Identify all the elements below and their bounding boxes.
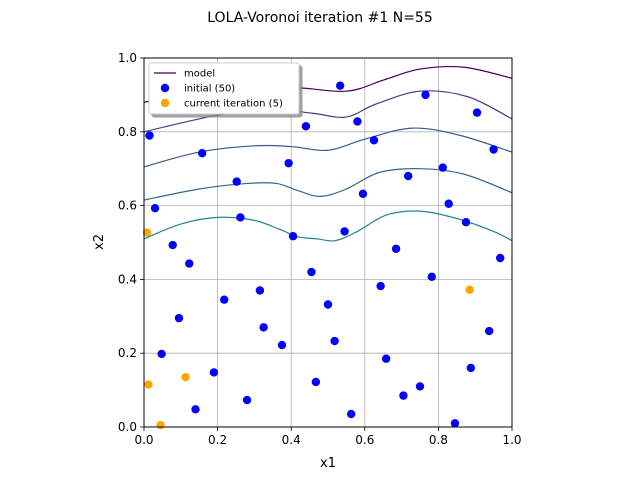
initial-sample-point <box>421 90 430 100</box>
legend-box <box>148 62 300 115</box>
initial-sample-point <box>311 377 321 387</box>
initial-sample-point <box>340 227 349 236</box>
initial-sample-point <box>358 189 368 198</box>
initial-sample-point <box>301 122 311 131</box>
initial-sample-point <box>255 286 265 295</box>
initial-sample-point <box>288 232 298 241</box>
initial-sample-point <box>307 267 316 277</box>
legend: model initial (50) current iteration (5) <box>148 62 300 115</box>
legend-initial-marker <box>160 83 170 93</box>
contour-line <box>144 127 512 168</box>
legend-initial-label: initial (50) <box>184 84 235 95</box>
initial-sample-point <box>376 281 385 291</box>
initial-sample-point <box>197 149 207 158</box>
plot-frame <box>143 57 513 428</box>
initial-sample-point <box>191 405 200 414</box>
initial-sample-point <box>438 163 448 172</box>
initial-sample-point <box>496 253 505 263</box>
initial-sample-point <box>404 171 413 181</box>
y-tick-label: 1.0 <box>118 51 137 65</box>
initial-sample-point <box>150 203 160 213</box>
y-tick-label: 0.8 <box>118 125 137 139</box>
initial-sample-point <box>232 177 241 186</box>
y-tick-label: 0.2 <box>118 346 137 360</box>
initial-sample-point <box>391 244 401 253</box>
initial-sample-point <box>323 300 333 309</box>
initial-sample-point <box>484 326 494 336</box>
initial-sample-point <box>220 295 229 304</box>
initial-sample-point <box>353 117 362 126</box>
x-tick-label: 0.0 <box>134 433 153 447</box>
initial-sample-point <box>209 368 219 377</box>
initial-sample-point <box>335 81 345 90</box>
contour-line <box>144 168 512 201</box>
axis-ticks: 0.0 0.2 0.4 0.6 0.8 1.0 0.0 0.2 0.4 0.6 0.8 1.0 <box>118 51 522 447</box>
x-axis-label: x1 <box>320 456 336 471</box>
initial-sample-point <box>369 136 379 145</box>
initial-sample-point <box>381 354 391 363</box>
initial-sample-point <box>242 395 252 405</box>
current-iteration-point <box>181 372 190 382</box>
initial-sample-point <box>415 382 425 391</box>
initial-sample-point <box>489 145 498 154</box>
initial-sample-point <box>185 259 194 268</box>
initial-sample-point <box>466 363 475 373</box>
initial-sample-point <box>277 340 287 350</box>
y-tick-label: 0.6 <box>118 199 137 213</box>
initial-sample-point <box>168 240 177 250</box>
scatter-points <box>142 81 505 430</box>
initial-sample-point <box>427 272 436 282</box>
legend-current-label: current iteration (5) <box>184 99 283 110</box>
legend-model-label: model <box>184 69 215 80</box>
chart-title: LOLA-Voronoi iteration #1 N=55 <box>207 10 433 26</box>
x-tick-label: 1.0 <box>502 433 521 447</box>
current-iteration-point <box>144 380 153 389</box>
x-tick-label: 0.6 <box>355 433 374 447</box>
initial-sample-point <box>145 131 154 140</box>
y-tick-label: 0.0 <box>118 420 137 434</box>
x-tick-label: 0.2 <box>208 433 227 447</box>
current-iteration-point <box>156 420 165 430</box>
initial-sample-point <box>157 349 166 359</box>
initial-sample-point <box>236 213 245 222</box>
initial-sample-point <box>259 323 268 332</box>
initial-sample-point <box>399 391 408 400</box>
initial-sample-point <box>174 313 184 323</box>
initial-sample-point <box>346 409 356 419</box>
x-tick-label: 0.4 <box>282 433 301 447</box>
initial-sample-point <box>461 218 471 227</box>
x-tick-label: 0.8 <box>429 433 448 447</box>
contour-line <box>144 210 512 242</box>
current-iteration-point <box>142 228 152 237</box>
initial-sample-point <box>330 336 339 346</box>
initial-sample-point <box>450 419 460 428</box>
initial-sample-point <box>472 108 482 117</box>
initial-sample-point <box>444 199 453 208</box>
y-axis-label: x2 <box>92 234 107 250</box>
y-tick-label: 0.4 <box>118 272 137 286</box>
legend-current-marker <box>160 98 170 108</box>
initial-sample-point <box>284 158 293 168</box>
current-iteration-point <box>465 285 474 294</box>
